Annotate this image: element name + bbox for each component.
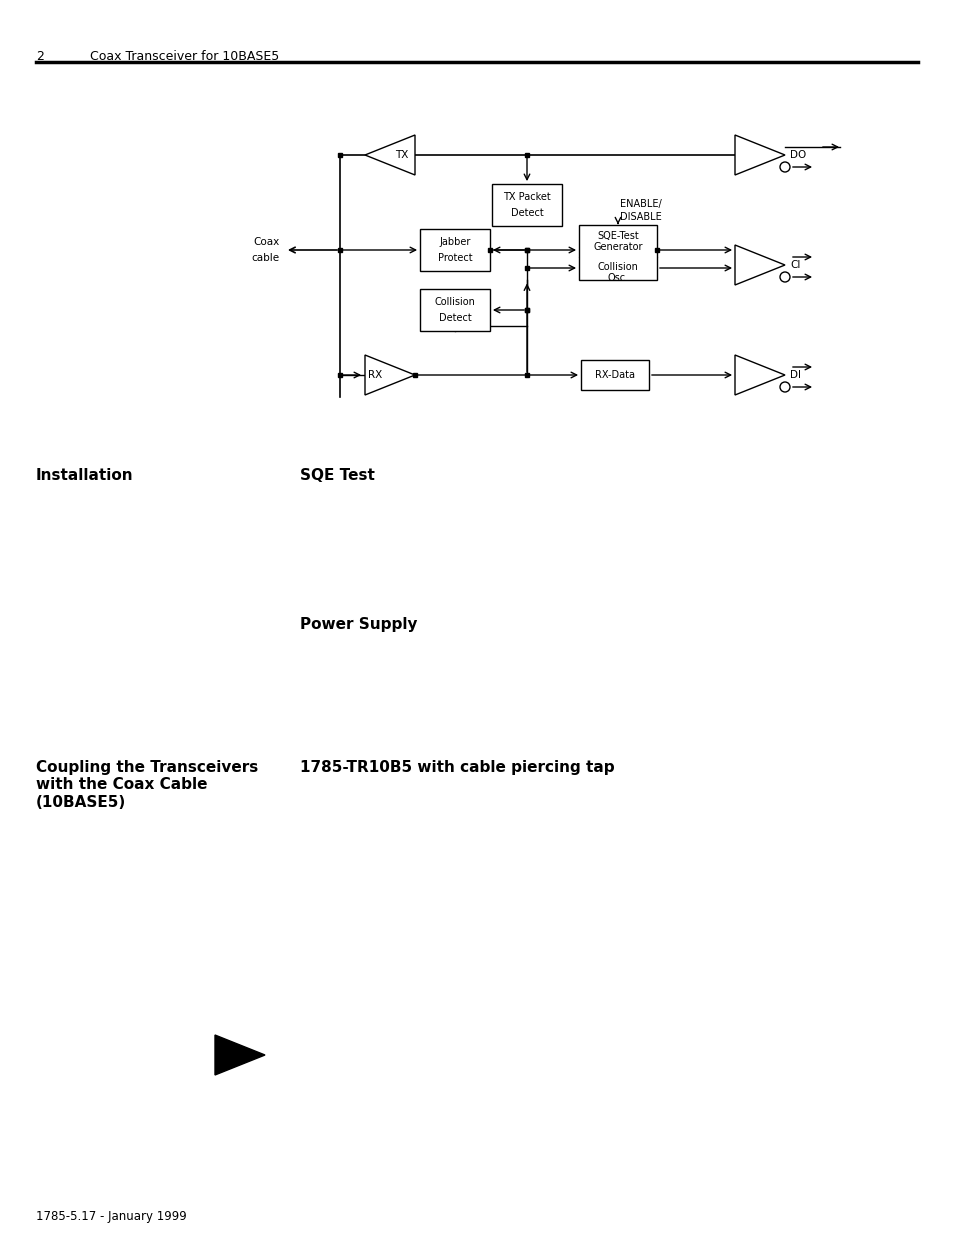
Text: Generator: Generator bbox=[593, 242, 642, 252]
Text: TX Packet: TX Packet bbox=[502, 191, 550, 201]
Text: Collision: Collision bbox=[597, 262, 638, 272]
Polygon shape bbox=[734, 354, 784, 395]
Polygon shape bbox=[365, 354, 415, 395]
Text: SQE-Test: SQE-Test bbox=[597, 231, 639, 241]
Text: Power Supply: Power Supply bbox=[299, 618, 417, 632]
Text: 2: 2 bbox=[36, 49, 44, 63]
Bar bbox=[419, 228, 490, 270]
Text: DISABLE: DISABLE bbox=[619, 211, 661, 221]
Polygon shape bbox=[365, 135, 415, 175]
Text: Osc.: Osc. bbox=[607, 273, 628, 283]
Polygon shape bbox=[734, 245, 784, 285]
Bar bbox=[419, 289, 490, 331]
Text: Protect: Protect bbox=[437, 253, 472, 263]
Text: Detect: Detect bbox=[510, 209, 543, 219]
Text: SQE Test: SQE Test bbox=[299, 468, 375, 483]
Polygon shape bbox=[214, 1035, 265, 1074]
Text: 1785-TR10B5 with cable piercing tap: 1785-TR10B5 with cable piercing tap bbox=[299, 760, 614, 776]
Text: RX: RX bbox=[368, 370, 382, 380]
Bar bbox=[580, 359, 648, 390]
Bar bbox=[578, 225, 657, 279]
Bar bbox=[492, 184, 561, 226]
Text: Coax Transceiver for 10BASE5: Coax Transceiver for 10BASE5 bbox=[90, 49, 279, 63]
Text: ENABLE/: ENABLE/ bbox=[619, 200, 661, 210]
Text: CI: CI bbox=[789, 261, 800, 270]
Text: DI: DI bbox=[789, 370, 801, 380]
Text: Installation: Installation bbox=[36, 468, 133, 483]
Text: DO: DO bbox=[789, 149, 805, 161]
Text: cable: cable bbox=[252, 253, 280, 263]
Text: RX-Data: RX-Data bbox=[595, 370, 635, 380]
Text: Collision: Collision bbox=[435, 296, 475, 306]
Polygon shape bbox=[734, 135, 784, 175]
Text: Jabber: Jabber bbox=[438, 237, 470, 247]
Text: 1785-5.17 - January 1999: 1785-5.17 - January 1999 bbox=[36, 1210, 187, 1223]
Text: TX: TX bbox=[395, 149, 408, 161]
Text: Detect: Detect bbox=[438, 314, 471, 324]
Text: Coax: Coax bbox=[253, 237, 280, 247]
Text: Coupling the Transceivers
with the Coax Cable
(10BASE5): Coupling the Transceivers with the Coax … bbox=[36, 760, 258, 810]
